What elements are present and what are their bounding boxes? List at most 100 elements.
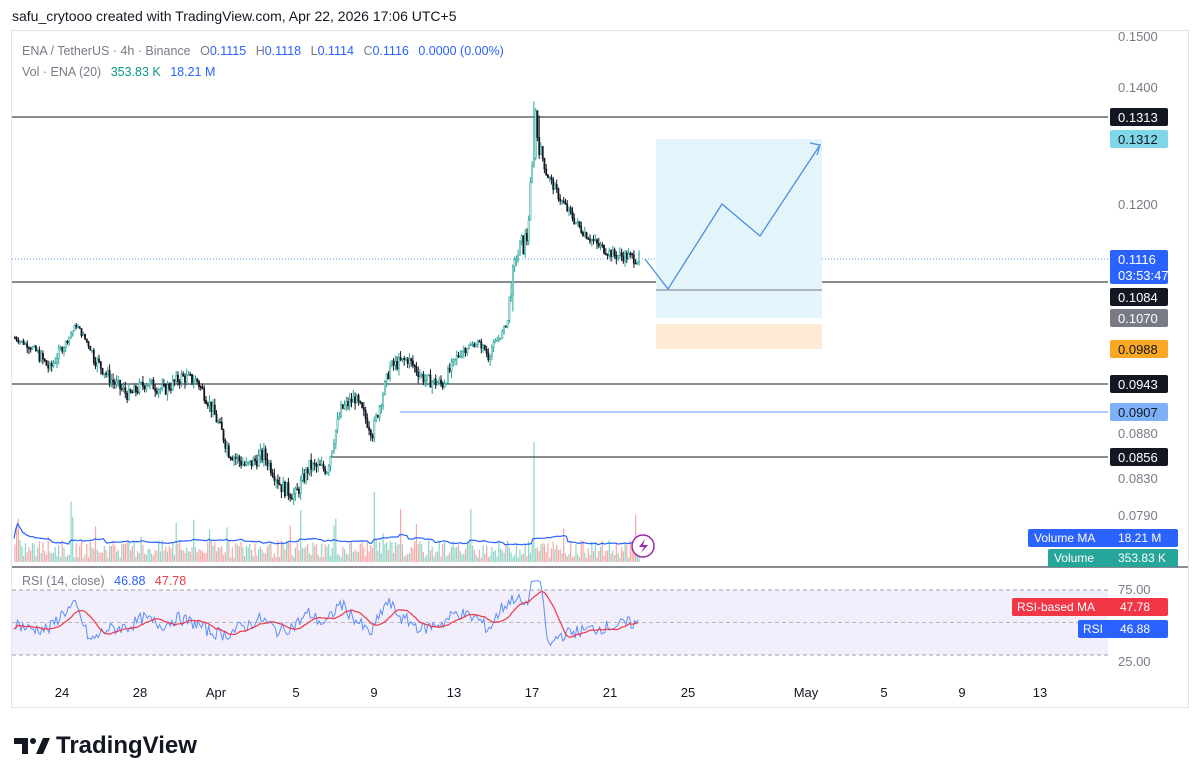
candle-body bbox=[20, 340, 23, 343]
volume-bar bbox=[359, 543, 361, 562]
volume-bar bbox=[470, 508, 472, 562]
candle-body bbox=[287, 482, 290, 496]
candle-body bbox=[78, 326, 81, 329]
candle-body bbox=[406, 358, 409, 364]
volume-label-box bbox=[1048, 549, 1178, 567]
candle-body bbox=[315, 463, 318, 467]
volume-bar bbox=[440, 556, 442, 562]
rsi-label-value: 46.88 bbox=[1120, 622, 1150, 636]
volume-bar bbox=[429, 550, 432, 562]
volume-bar bbox=[289, 525, 291, 562]
candle-body bbox=[471, 343, 474, 346]
candle-body bbox=[599, 244, 602, 247]
candle-body bbox=[22, 340, 25, 345]
candle-body bbox=[266, 459, 269, 467]
time-axis-tick: 24 bbox=[55, 685, 69, 700]
candle-body bbox=[469, 344, 472, 347]
volume-bar bbox=[91, 547, 93, 562]
price-label-text: 0.0856 bbox=[1118, 450, 1158, 465]
candle-body bbox=[129, 389, 132, 393]
candle-body bbox=[329, 456, 332, 467]
candle-body bbox=[120, 388, 123, 390]
candle-body bbox=[455, 355, 458, 360]
candle-body bbox=[220, 421, 223, 430]
candle-body bbox=[203, 388, 206, 401]
candle-body bbox=[369, 429, 372, 436]
candle-body bbox=[268, 462, 271, 467]
candle-body bbox=[54, 361, 57, 364]
candle-body bbox=[417, 371, 420, 378]
candle-body bbox=[366, 418, 369, 428]
candle-body bbox=[503, 325, 506, 332]
candle-body bbox=[610, 250, 613, 258]
candle-body bbox=[217, 421, 220, 424]
volume-bar bbox=[98, 552, 100, 562]
candle-body bbox=[420, 374, 423, 376]
volume-bar bbox=[282, 543, 284, 562]
candle-body bbox=[443, 383, 446, 388]
volume-bar bbox=[393, 552, 395, 562]
candle-body bbox=[461, 351, 463, 357]
candle-body bbox=[638, 253, 641, 262]
volume-bar bbox=[128, 541, 130, 562]
volume-bar bbox=[298, 550, 300, 562]
volume-bar bbox=[180, 549, 183, 562]
candle-body bbox=[296, 488, 299, 491]
candle-body bbox=[322, 463, 325, 470]
volume-bar bbox=[610, 553, 612, 562]
candle-body bbox=[631, 253, 634, 255]
volume-bar bbox=[608, 540, 610, 562]
volume-bar bbox=[233, 557, 235, 562]
volume-label-name: Volume bbox=[1054, 551, 1094, 565]
candle-body bbox=[387, 373, 390, 379]
volume-bar bbox=[478, 549, 481, 562]
volume-bar bbox=[438, 541, 440, 562]
volume-bar bbox=[94, 526, 97, 562]
volume-bar bbox=[394, 542, 397, 562]
volume-bar bbox=[21, 546, 23, 562]
volume-bar bbox=[352, 551, 354, 562]
volume-bar bbox=[172, 543, 174, 562]
volume-bar bbox=[121, 543, 123, 562]
volume-bar bbox=[322, 557, 325, 562]
candle-body bbox=[475, 344, 477, 348]
volume-bar bbox=[117, 550, 119, 562]
candle-body bbox=[199, 386, 202, 388]
projection-path bbox=[644, 144, 821, 291]
volume-bar bbox=[436, 551, 439, 562]
candle-body bbox=[238, 456, 241, 462]
volume-bar bbox=[571, 557, 574, 562]
candle-body bbox=[196, 378, 199, 382]
volume-bar bbox=[154, 550, 156, 562]
candle-body bbox=[627, 253, 630, 260]
candle-body bbox=[98, 358, 100, 362]
volume-bar bbox=[408, 553, 411, 562]
volume-bar bbox=[149, 548, 151, 562]
volume-bar bbox=[224, 552, 226, 562]
volume-bar bbox=[547, 543, 549, 562]
volume-bar bbox=[263, 552, 265, 562]
price-label-box bbox=[1110, 108, 1168, 126]
volume-bar bbox=[161, 540, 163, 562]
candle-body bbox=[92, 349, 95, 363]
volume-bar bbox=[612, 550, 614, 562]
volume-bar bbox=[517, 557, 519, 562]
volume-bar bbox=[140, 536, 142, 562]
volume-bar bbox=[44, 551, 46, 562]
volume-bar bbox=[561, 553, 563, 562]
volume-bar bbox=[305, 546, 307, 562]
volume-bar bbox=[361, 542, 363, 562]
volume-bar bbox=[65, 557, 67, 562]
candle-body bbox=[587, 238, 590, 240]
candle-body bbox=[115, 380, 118, 385]
volume-bar bbox=[538, 550, 540, 562]
candle-body bbox=[84, 333, 86, 340]
candle-body bbox=[229, 457, 232, 459]
volume-bar bbox=[494, 550, 496, 562]
volume-bar bbox=[315, 544, 318, 562]
candle-body bbox=[40, 352, 43, 362]
candle-body bbox=[241, 463, 244, 466]
volume-bar bbox=[407, 554, 409, 562]
candle-body bbox=[559, 198, 562, 202]
